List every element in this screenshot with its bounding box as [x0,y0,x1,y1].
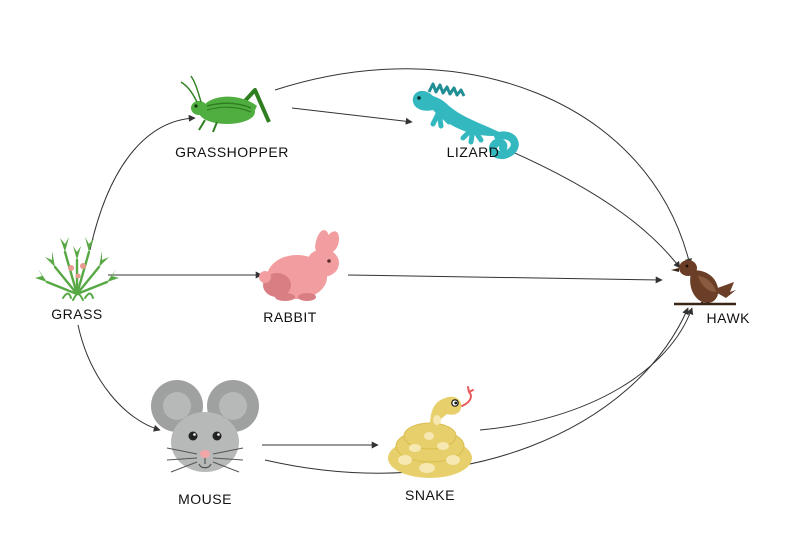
mouse-icon [145,372,265,487]
grasshopper-icon [177,70,287,140]
grass-icon [33,222,121,302]
hawk-label: HAWK [660,310,750,326]
food-web-diagram: GRASS GRASSHOPPER [0,0,800,551]
node-lizard: LIZARD [398,66,528,160]
rabbit-icon [255,225,355,305]
rabbit-label: RABBIT [220,309,360,325]
node-hawk: HAWK [660,246,750,326]
edge-grasshopper-to-lizard [292,108,412,122]
hawk-icon [668,246,742,316]
node-snake: SNAKE [370,378,490,503]
node-grass: GRASS [32,222,122,322]
grasshopper-label: GRASSHOPPER [172,144,292,160]
grass-label: GRASS [32,306,122,322]
node-rabbit: RABBIT [250,225,360,325]
edge-snake-to-hawk [480,308,692,430]
node-grasshopper: GRASSHOPPER [172,70,292,160]
mouse-label: MOUSE [145,491,265,507]
node-mouse: MOUSE [145,372,265,507]
snake-icon [375,378,485,483]
edge-lizard-to-hawk [508,150,680,268]
snake-label: SNAKE [370,487,490,503]
edge-rabbit-to-hawk [348,275,662,280]
